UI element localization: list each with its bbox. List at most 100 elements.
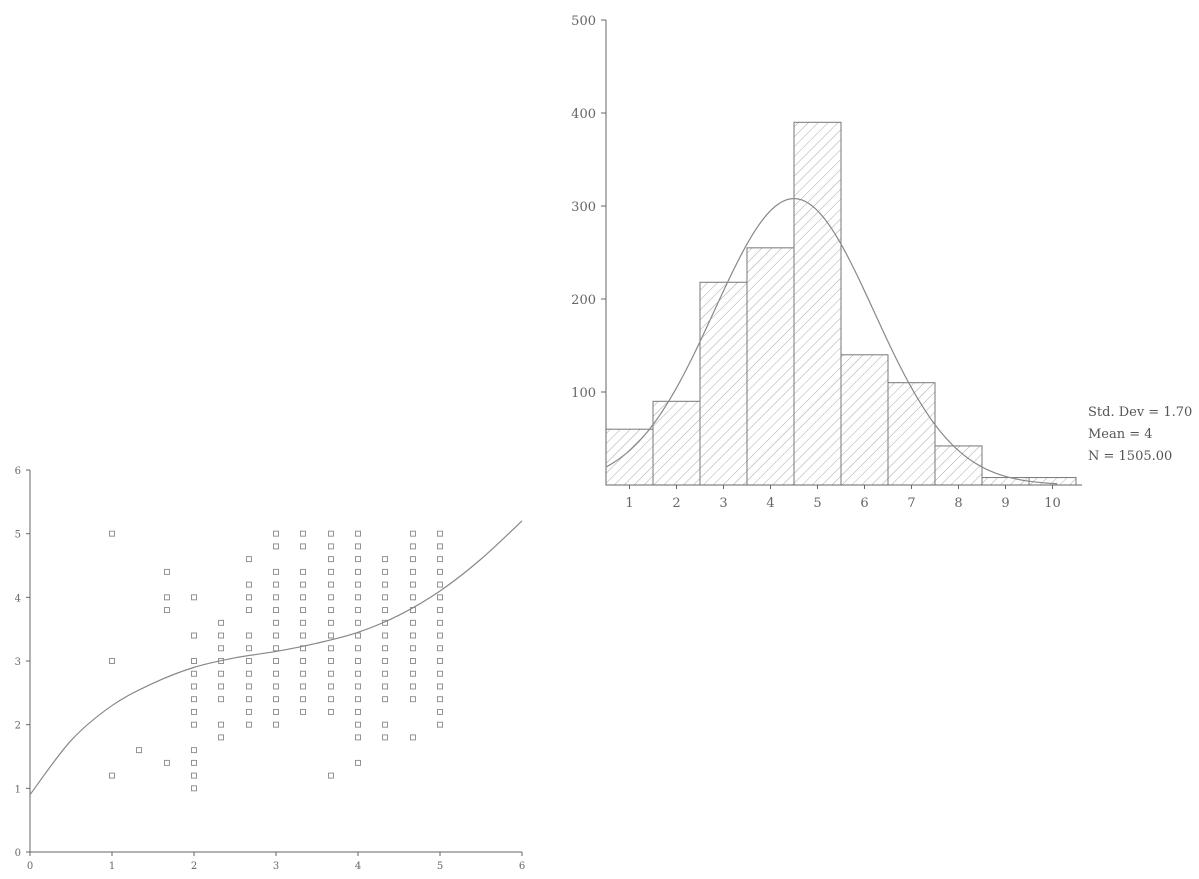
scatter-point — [382, 734, 389, 741]
scatter-point — [382, 594, 389, 601]
scatter-point — [382, 632, 389, 639]
scatter-point — [191, 747, 197, 754]
scatter-point — [382, 670, 389, 677]
scatter-point — [245, 632, 252, 639]
scatter-point — [355, 734, 361, 741]
scatter-point — [191, 658, 197, 664]
scatter-point — [300, 530, 307, 537]
scatter-point — [273, 721, 279, 728]
scatter-point — [355, 530, 361, 537]
stat-std-dev: Std. Dev = 1.70 — [1088, 405, 1193, 420]
scatter-point — [245, 721, 252, 728]
scatter-point — [437, 581, 443, 588]
scatter-point — [300, 708, 307, 715]
scatter-point — [409, 543, 416, 550]
histogram-bar — [887, 382, 936, 486]
scatter-y-tick-label: 6 — [15, 466, 21, 477]
scatter-point — [437, 683, 443, 690]
scatter-point — [382, 607, 389, 614]
scatter-point — [273, 658, 279, 664]
scatter-fit-curve — [29, 520, 523, 796]
scatter-point — [355, 581, 361, 588]
scatter-point — [382, 645, 389, 652]
histogram-bar — [746, 247, 795, 486]
scatter-y-tick-label: 1 — [15, 784, 21, 795]
scatter-x-tick-label: 3 — [273, 861, 279, 872]
histogram-bar — [652, 400, 701, 486]
scatter-point — [327, 708, 334, 715]
histogram-y-tick-label: 400 — [571, 107, 596, 122]
scatter-point — [300, 670, 307, 677]
scatter-point — [191, 594, 197, 601]
scatter-point — [409, 683, 416, 690]
histogram-bar — [981, 477, 1030, 486]
scatter-x-tick-label: 2 — [191, 861, 197, 872]
scatter-point — [218, 632, 225, 639]
scatter-point — [437, 530, 443, 537]
scatter-point — [409, 670, 416, 677]
scatter-point — [300, 543, 307, 550]
scatter-point — [327, 619, 334, 626]
scatter-point — [245, 670, 252, 677]
scatter-point — [273, 607, 279, 614]
scatter-point — [382, 556, 389, 563]
scatter-point — [409, 658, 416, 664]
scatter-point — [327, 594, 334, 601]
histogram-x-tick-label: 10 — [1044, 496, 1061, 511]
scatter-point — [191, 632, 197, 639]
histogram-bar — [605, 428, 654, 486]
histogram-y-tick-label: 100 — [571, 386, 596, 401]
scatter-point — [273, 594, 279, 601]
scatter-point — [409, 568, 416, 575]
scatter-point — [355, 543, 361, 550]
scatter-point — [300, 581, 307, 588]
scatter-point — [136, 747, 143, 754]
histogram-x-tick-label: 9 — [1001, 496, 1009, 511]
histogram-x-tick-label: 5 — [813, 496, 821, 511]
scatter-point — [191, 721, 197, 728]
scatter-point — [437, 721, 443, 728]
scatter-x-tick-label: 4 — [355, 861, 361, 872]
histogram-bar — [793, 121, 842, 486]
scatter-point — [437, 670, 443, 677]
scatter-point — [191, 785, 197, 792]
scatter-point — [437, 619, 443, 626]
scatter-point — [300, 619, 307, 626]
scatter-point — [327, 696, 334, 703]
scatter-y-tick-label: 5 — [15, 530, 21, 541]
histogram-x-tick-label: 1 — [625, 496, 633, 511]
scatter-point — [245, 556, 252, 563]
scatter-point — [437, 708, 443, 715]
scatter-point — [409, 645, 416, 652]
scatter-point — [163, 568, 170, 575]
scatter-point — [300, 594, 307, 601]
scatter-point — [163, 594, 170, 601]
scatter-point — [109, 772, 115, 779]
stat-mean: Mean = 4 — [1088, 427, 1153, 442]
scatter-point — [218, 619, 225, 626]
scatter-point — [218, 670, 225, 677]
scatter-point — [355, 708, 361, 715]
scatter-point — [327, 658, 334, 664]
scatter-point — [218, 721, 225, 728]
scatter-point — [300, 568, 307, 575]
scatter-point — [191, 708, 197, 715]
scatter-point — [437, 543, 443, 550]
scatter-point — [191, 670, 197, 677]
scatter-point — [355, 594, 361, 601]
scatter-point — [245, 696, 252, 703]
scatter-point — [245, 581, 252, 588]
scatter-x-tick-label: 1 — [109, 861, 115, 872]
histogram-y-tick-label: 200 — [571, 293, 596, 308]
stat-n: N = 1505.00 — [1088, 449, 1173, 464]
scatter-point — [437, 594, 443, 601]
scatter-point — [327, 645, 334, 652]
scatter-point — [409, 581, 416, 588]
scatter-point — [218, 645, 225, 652]
scatter-point — [437, 658, 443, 664]
scatter-point — [327, 772, 334, 779]
histogram-stats: Std. Dev = 1.70 Mean = 4 N = 1505.00 — [1088, 402, 1192, 468]
scatter-x-tick-label: 0 — [27, 861, 33, 872]
scatter-point — [273, 683, 279, 690]
